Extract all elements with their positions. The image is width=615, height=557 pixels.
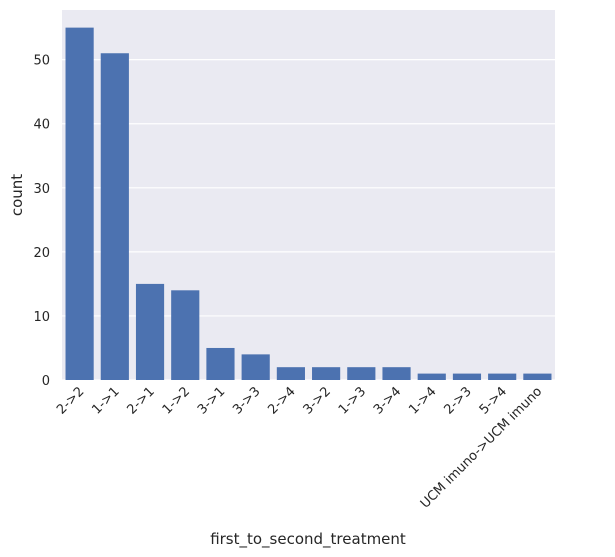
bar: [206, 347, 235, 380]
bar: [312, 367, 341, 380]
y-tick-label: 20: [33, 246, 50, 261]
x-tick-label: 3->4: [371, 384, 404, 417]
y-tick-label: 30: [33, 182, 50, 197]
bars: [65, 27, 552, 380]
y-tick-label: 40: [33, 118, 50, 133]
bar: [65, 27, 94, 380]
bar: [241, 354, 270, 380]
x-tick-label: 3->1: [195, 384, 228, 417]
y-tick-label: 0: [42, 374, 50, 389]
x-tick-label: 1->3: [336, 384, 369, 417]
x-tick-label: 1->2: [160, 384, 193, 417]
bar: [171, 290, 200, 380]
x-tick-label: 3->3: [230, 384, 263, 417]
bar: [276, 367, 305, 380]
y-axis-label: count: [8, 174, 26, 216]
bar: [135, 283, 165, 380]
x-tick-label: 2->3: [441, 384, 474, 417]
x-axis-ticks: 2->2 1->1 2->1 1->2 3->1 3->3 2->4 3->2 1->3 3->4…: [54, 384, 545, 511]
x-tick-label: 1->1: [89, 384, 122, 417]
x-tick-label: 1->4: [406, 384, 439, 417]
x-tick-label: 3->2: [301, 384, 334, 417]
bar: [488, 373, 517, 380]
bar: [347, 367, 376, 380]
x-tick-label: 2->4: [265, 384, 298, 417]
bar: [523, 373, 552, 380]
bar: [382, 367, 411, 380]
bar: [417, 373, 446, 380]
y-axis-ticks: 0 10 20 30 40 50: [33, 54, 50, 389]
bar: [100, 53, 129, 380]
bar: [452, 373, 482, 380]
y-tick-label: 10: [33, 310, 50, 325]
x-axis-label: first_to_second_treatment: [210, 530, 406, 549]
x-tick-label: 2->1: [125, 384, 158, 417]
x-tick-label: 2->2: [54, 384, 87, 417]
y-tick-label: 50: [33, 54, 50, 69]
